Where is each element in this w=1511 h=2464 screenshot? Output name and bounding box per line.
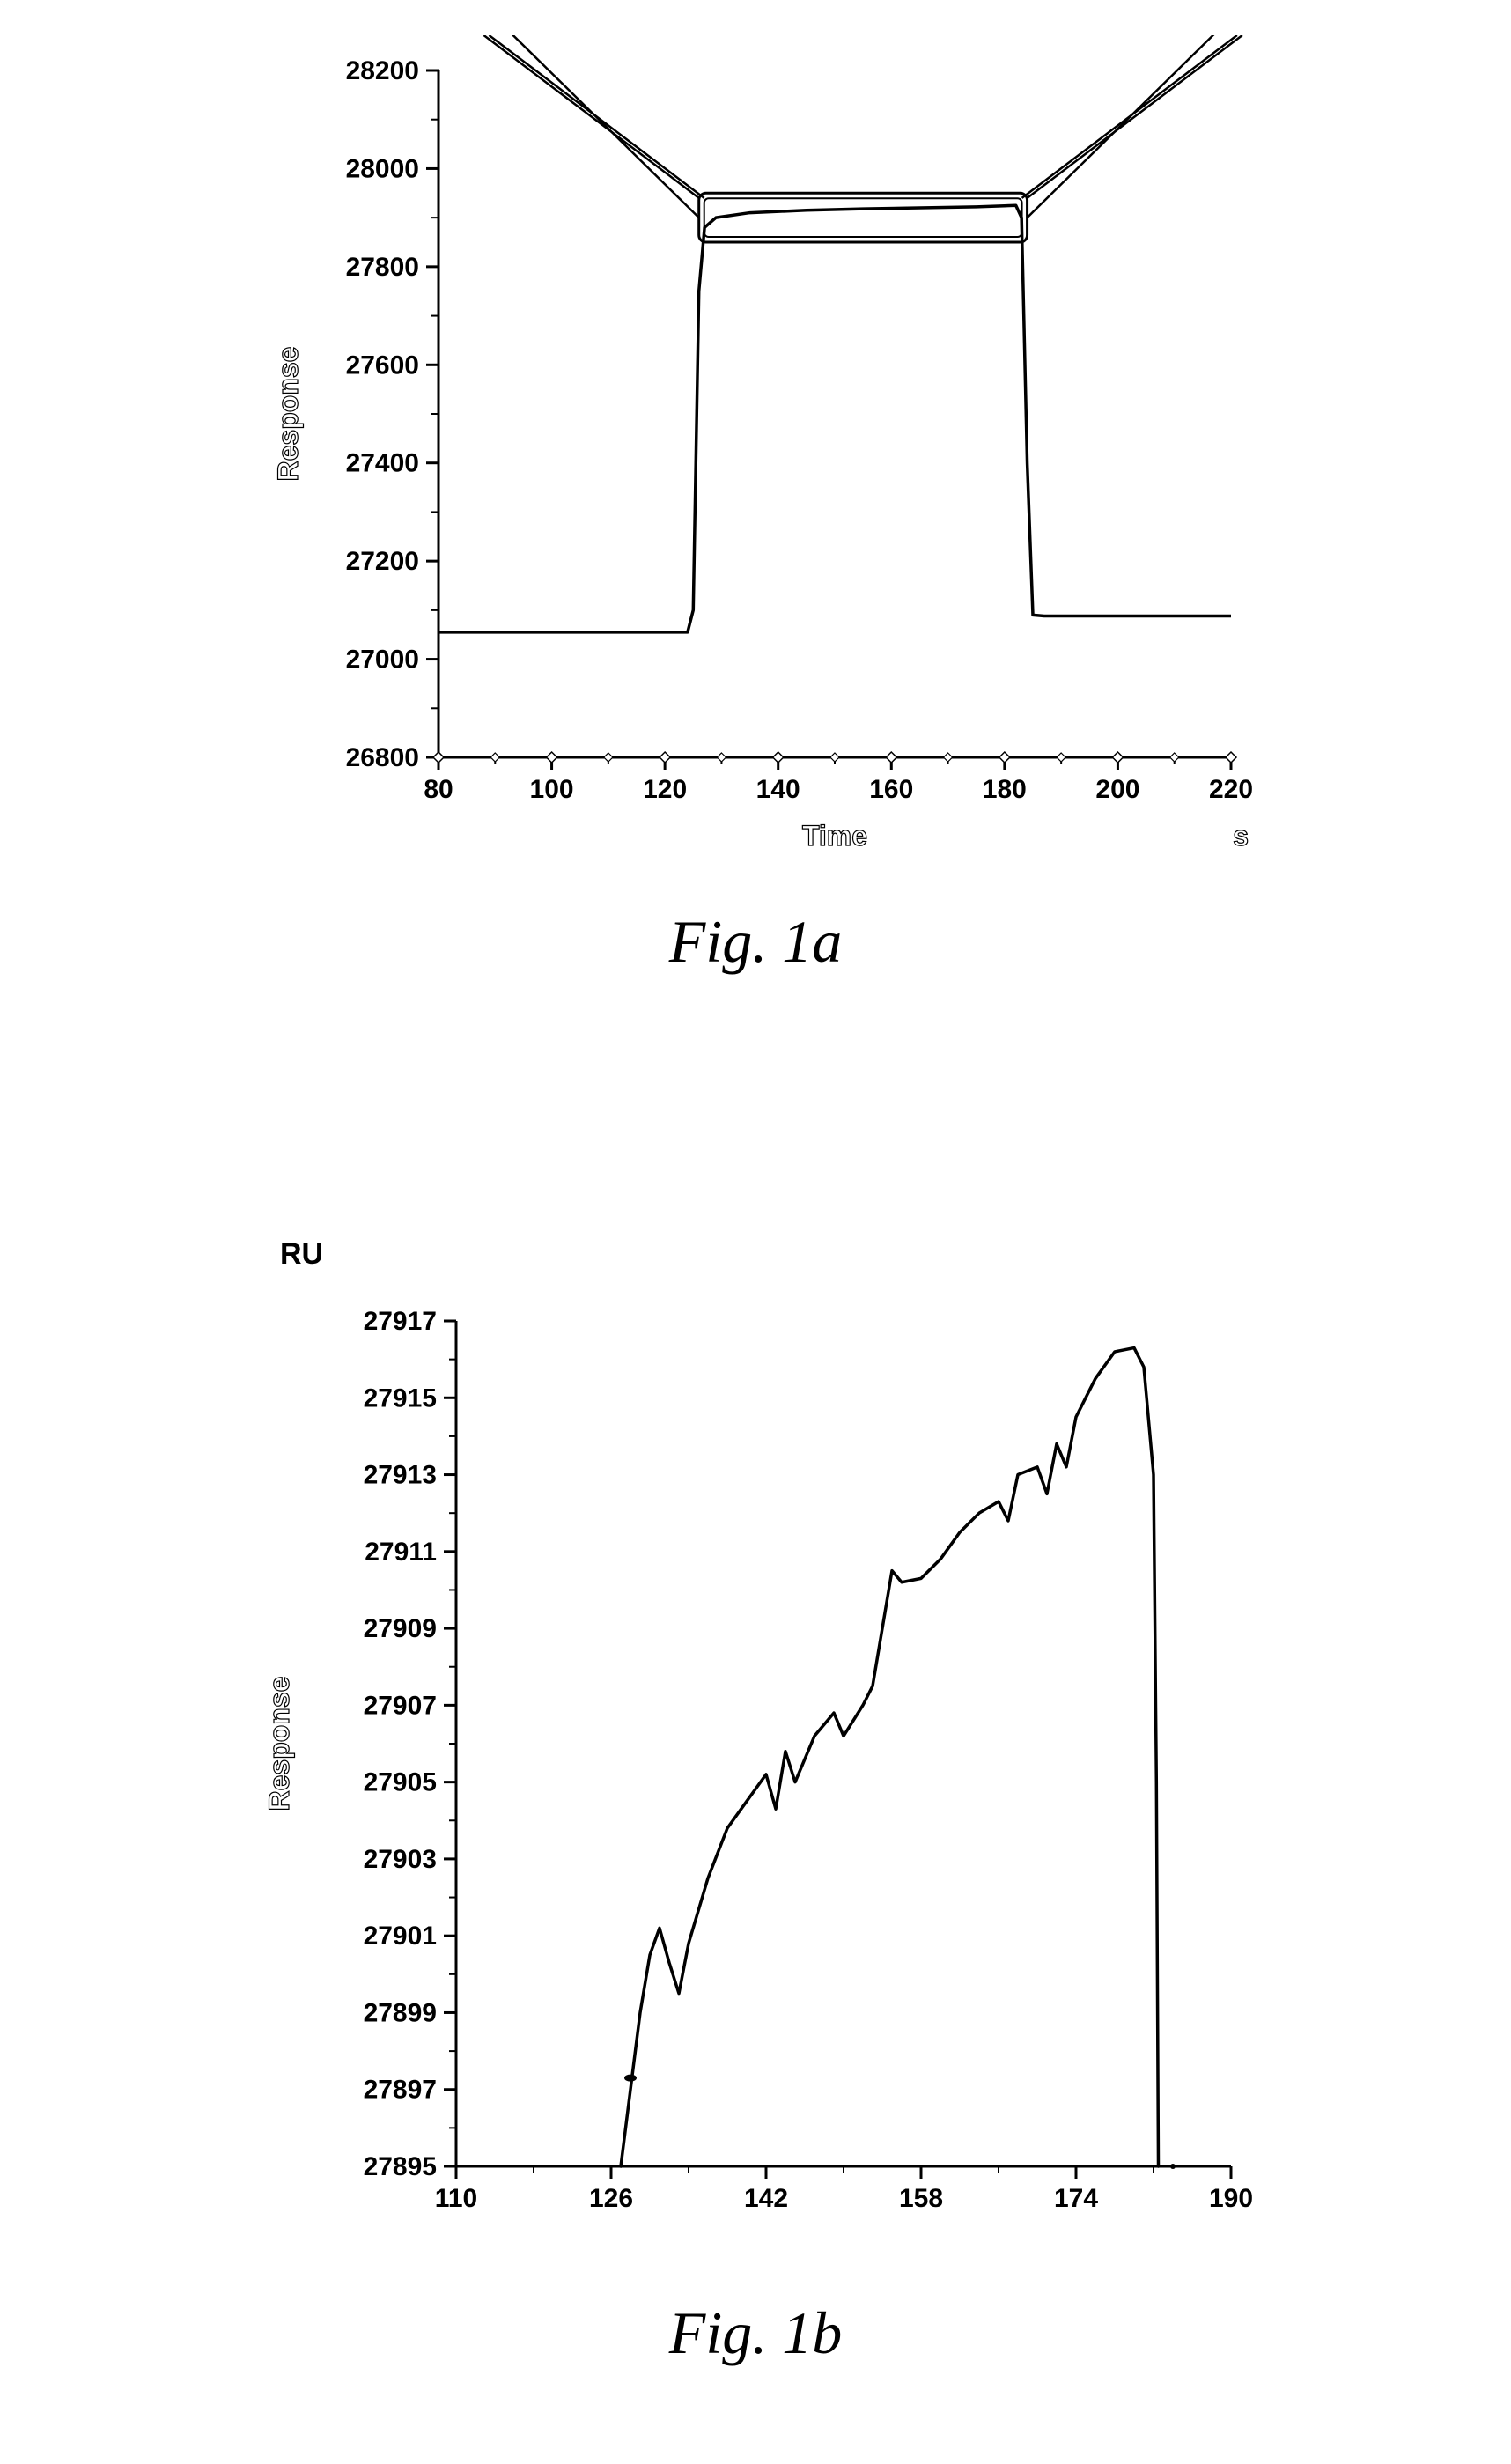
svg-text:142: 142 — [744, 2184, 788, 2213]
figure-a-caption: Fig. 1a — [0, 907, 1511, 977]
figure-b-container: RU 27895 27897 27899 27901 27903 27905 27907 279… — [0, 1215, 1511, 2431]
svg-text:27895: 27895 — [364, 2152, 437, 2181]
svg-text:Response: Response — [263, 1677, 295, 1811]
svg-text:220: 220 — [1209, 775, 1253, 804]
svg-text:27903: 27903 — [364, 1845, 437, 1874]
figure-a-chart: 26800 27000 27200 27400 27600 27800 28000 28200… — [227, 35, 1284, 881]
svg-text:26800: 26800 — [346, 743, 419, 772]
svg-text:27000: 27000 — [346, 646, 419, 675]
svg-text:110: 110 — [435, 2184, 477, 2213]
svg-text:RU: RU — [280, 1237, 323, 1271]
svg-text:28000: 28000 — [346, 154, 419, 183]
svg-text:Response: Response — [272, 347, 304, 482]
svg-text:27907: 27907 — [364, 1691, 437, 1720]
figure-b-caption: Fig. 1b — [0, 2298, 1511, 2368]
svg-text:100: 100 — [530, 775, 574, 804]
svg-text:140: 140 — [756, 775, 800, 804]
svg-text:160: 160 — [869, 775, 913, 804]
svg-text:27600: 27600 — [346, 350, 419, 380]
svg-text:27800: 27800 — [346, 253, 419, 282]
svg-text:27909: 27909 — [364, 1614, 437, 1643]
svg-text:27915: 27915 — [364, 1383, 437, 1413]
svg-text:27901: 27901 — [364, 1922, 437, 1951]
svg-text:27905: 27905 — [364, 1768, 437, 1797]
svg-text:126: 126 — [589, 2184, 633, 2213]
svg-text:s: s — [1233, 820, 1249, 852]
svg-text:80: 80 — [424, 775, 453, 804]
svg-text:Time: Time — [802, 820, 867, 852]
svg-text:27897: 27897 — [364, 2076, 437, 2105]
figure-b-chart: RU 27895 27897 27899 27901 27903 27905 27907 279… — [227, 1215, 1284, 2272]
svg-text:27913: 27913 — [364, 1461, 437, 1490]
svg-text:28200: 28200 — [346, 56, 419, 85]
svg-text:27899: 27899 — [364, 1998, 437, 2027]
svg-text:158: 158 — [899, 2184, 943, 2213]
svg-text:120: 120 — [643, 775, 687, 804]
svg-text:190: 190 — [1209, 2184, 1253, 2213]
svg-text:27917: 27917 — [364, 1307, 437, 1336]
svg-text:27200: 27200 — [346, 547, 419, 576]
figure-a-container: 26800 27000 27200 27400 27600 27800 28000 28200… — [0, 35, 1511, 1092]
svg-text:27911: 27911 — [365, 1538, 437, 1567]
svg-text:174: 174 — [1054, 2184, 1098, 2213]
svg-text:180: 180 — [983, 775, 1027, 804]
svg-text:200: 200 — [1095, 775, 1139, 804]
svg-text:27400: 27400 — [346, 449, 419, 478]
